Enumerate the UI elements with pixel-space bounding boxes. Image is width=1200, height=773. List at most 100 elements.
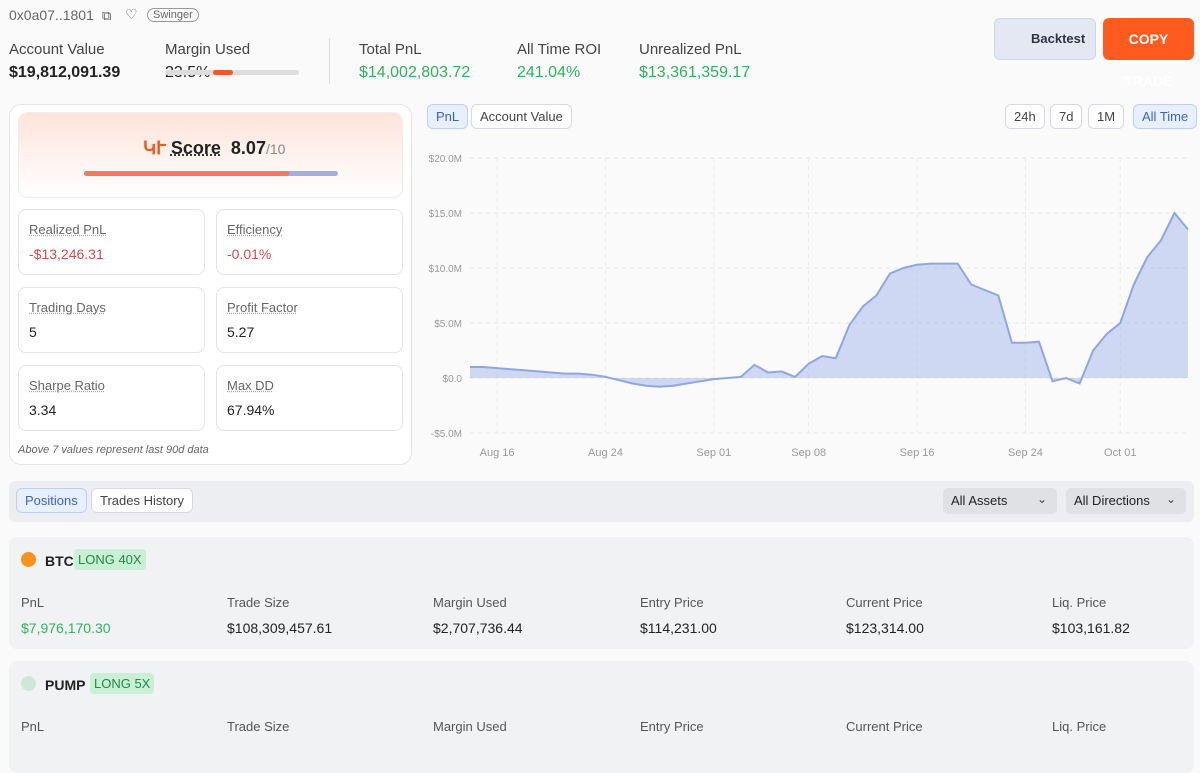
metric-value: -$13,246.31: [29, 246, 104, 262]
field-value: $108,309,457.61: [227, 620, 333, 636]
copy-icon[interactable]: ⧉: [102, 8, 112, 23]
chart: -$5.0M $0.0 $5.0M $10.0M $15.0M $20.0M Aug 16 A…: [429, 154, 1189, 459]
metric-label: Profit Factor: [227, 300, 298, 315]
field-label: Entry Price: [640, 595, 704, 610]
stat-value: $13,361,359.17: [639, 64, 751, 81]
x-tick-label: Oct 01: [1104, 447, 1136, 459]
metric-value: 5: [29, 324, 37, 340]
score-label: Score: [170, 138, 221, 158]
range-button[interactable]: 7d: [1050, 104, 1083, 129]
divider: [329, 38, 330, 84]
metric-card: [18, 209, 205, 275]
logo: ԿՒ: [143, 138, 166, 158]
y-tick-label: $5.0M: [434, 319, 462, 330]
stat-label: Unrealized PnL: [639, 41, 742, 58]
field-label: Current Price: [846, 719, 923, 734]
copy-trade-button[interactable]: COPY TRADE: [1103, 18, 1194, 89]
x-tick-label: Sep 01: [696, 447, 731, 459]
tag: Swinger: [147, 8, 199, 22]
field-label: Entry Price: [640, 719, 704, 734]
y-tick-label: -$5.0M: [431, 429, 462, 440]
score-box: ԿՒ Score 8.07/10: [18, 112, 403, 198]
x-tick-label: Sep 16: [900, 447, 935, 459]
coin-icon: [21, 676, 36, 691]
range-button[interactable]: 24h: [1005, 104, 1045, 129]
metric-card: [216, 365, 403, 431]
backtest-button[interactable]: Backtest: [994, 18, 1096, 60]
position-card: [9, 661, 1194, 773]
y-tick-label: $0.0: [443, 374, 463, 385]
side-tag: LONG 40X: [74, 549, 146, 570]
score-bar: [84, 171, 338, 176]
x-tick-label: Aug 24: [588, 447, 623, 459]
field-value: $114,231.00: [640, 620, 717, 636]
field-value: $123,314.00: [846, 620, 924, 636]
field-value: $103,161.82: [1052, 620, 1130, 636]
metric-card: [18, 287, 205, 353]
coin-icon: [21, 552, 36, 567]
metric-card: [216, 209, 403, 275]
metric-card: [216, 287, 403, 353]
score-value: 8.07: [230, 138, 266, 158]
field-value: $2,707,736.44: [433, 620, 523, 636]
y-tick-label: $20.0M: [429, 154, 462, 165]
metric-label: Trading Days: [29, 300, 106, 315]
x-tick-label: Sep 24: [1008, 447, 1043, 459]
side-tag: LONG 5X: [90, 673, 155, 694]
range-button[interactable]: All Time: [1133, 104, 1198, 129]
metric-value: 67.94%: [227, 402, 275, 418]
dropdown-chevron[interactable]: ⌄: [1166, 492, 1177, 506]
stat-value: $19,812,091.39: [9, 64, 121, 81]
stat-value: $14,002,803.72: [359, 64, 471, 81]
favorite-icon[interactable]: ♡: [125, 6, 138, 22]
y-tick-label: $15.0M: [429, 209, 462, 220]
stat-label: Total PnL: [359, 41, 422, 58]
chart-tab[interactable]: PnL: [427, 104, 469, 129]
metric-label: Max DD: [227, 378, 274, 393]
field-label: PnL: [21, 719, 45, 734]
margin-bar-fill: [213, 70, 233, 75]
field-label: Current Price: [846, 595, 923, 610]
metrics-note: Above 7 values represent last 90d data: [18, 444, 209, 456]
score-line: ԿՒ Score 8.07/10: [143, 138, 285, 159]
score-max: /10: [265, 141, 286, 157]
margin-bar: [165, 70, 299, 75]
metric-value: 3.34: [29, 402, 57, 418]
stat-value: 241.04%: [517, 64, 581, 81]
field-value: $7,976,170.30: [21, 620, 111, 636]
metric-card: [18, 365, 205, 431]
position-card: [9, 537, 1194, 649]
filter-dropdown[interactable]: All Directions: [1066, 488, 1186, 514]
range-button[interactable]: 1M: [1088, 104, 1125, 129]
stat-label: Account Value: [9, 41, 105, 58]
dropdown-chevron[interactable]: ⌄: [1037, 492, 1048, 506]
metric-label: Sharpe Ratio: [29, 378, 105, 393]
area: [470, 213, 1188, 387]
page: 0x0a07..1801 ⧉ ♡ Swinger Account Value $1…: [9, 6, 1198, 734]
position-tab[interactable]: Positions: [16, 488, 87, 513]
field-label: Margin Used: [433, 719, 507, 734]
filter-dropdown[interactable]: All Assets: [943, 488, 1057, 514]
x-tick-label: Sep 08: [791, 447, 826, 459]
x-tick-label: Aug 16: [480, 447, 515, 459]
metric-label: Realized PnL: [29, 222, 107, 237]
chart-tab[interactable]: Account Value: [471, 104, 572, 129]
metric-value: -0.01%: [227, 246, 272, 262]
field-label: Margin Used: [433, 595, 507, 610]
field-label: Liq. Price: [1052, 719, 1107, 734]
line: [470, 211, 1189, 388]
stat-label: Margin Used: [165, 41, 251, 58]
field-label: PnL: [21, 595, 45, 610]
stat-label: All Time ROI: [517, 41, 602, 58]
score-bar-fill: [84, 171, 289, 176]
symbol: PUMP: [45, 677, 86, 693]
field-label: Trade Size: [227, 595, 290, 610]
field-label: Trade Size: [227, 719, 290, 734]
symbol: BTC: [45, 553, 74, 569]
metric-value: 5.27: [227, 324, 255, 340]
metric-label: Efficiency: [227, 222, 283, 237]
y-tick-label: $10.0M: [429, 264, 462, 275]
address: 0x0a07..1801: [9, 7, 94, 23]
position-tab[interactable]: Trades History: [91, 488, 194, 513]
field-label: Liq. Price: [1052, 595, 1107, 610]
